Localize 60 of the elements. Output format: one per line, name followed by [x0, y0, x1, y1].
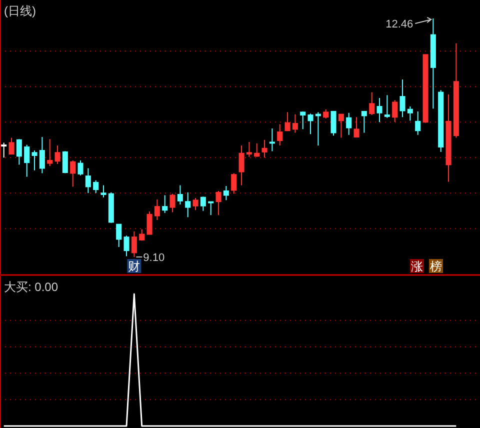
candlestick	[93, 180, 99, 194]
candlestick	[361, 110, 367, 134]
candlestick	[284, 112, 290, 132]
candlestick	[384, 94, 390, 118]
candlestick	[1, 142, 7, 158]
candlestick	[185, 192, 191, 218]
candlestick	[338, 114, 344, 138]
candlestick	[154, 198, 160, 221]
candlestick	[170, 193, 176, 213]
candlestick	[8, 137, 14, 155]
candlestick	[346, 112, 352, 136]
candlestick	[32, 150, 38, 171]
candlestick	[300, 110, 306, 130]
candlestick	[16, 138, 22, 166]
candlestick	[162, 194, 168, 214]
candlestick	[62, 150, 68, 174]
candlestick	[208, 201, 214, 216]
candlestick	[400, 79, 406, 118]
candlestick	[369, 92, 375, 116]
annotation: 9.10	[143, 252, 165, 264]
candlestick	[292, 114, 298, 134]
annotation: 榜	[430, 260, 442, 274]
candlestick	[231, 172, 237, 194]
candlestick	[85, 168, 91, 194]
candlestick	[70, 160, 76, 188]
candlestick	[177, 184, 183, 205]
candlestick	[354, 116, 360, 138]
candlestick	[216, 190, 222, 216]
candlestick	[238, 145, 244, 186]
chart-title: (日线)	[4, 4, 36, 18]
candlestick	[262, 139, 268, 158]
candlestick	[54, 145, 60, 164]
candlestick	[24, 144, 30, 178]
candlestick	[146, 211, 152, 235]
candlestick	[392, 100, 398, 123]
candlestick	[124, 235, 130, 257]
candlestick	[131, 230, 137, 258]
candlestick	[200, 196, 206, 212]
candlestick	[315, 112, 321, 146]
candlestick	[192, 198, 198, 211]
candlestick	[39, 136, 45, 174]
candlestick	[100, 184, 106, 198]
annotation: 涨	[411, 260, 423, 274]
candlestick	[47, 138, 53, 167]
annotation: 财	[128, 260, 140, 274]
candlestick	[269, 128, 275, 152]
candlestick	[407, 106, 413, 122]
candlestick	[246, 141, 252, 158]
candlestick	[254, 142, 260, 158]
candlestick	[277, 124, 283, 146]
candlestick	[116, 224, 122, 248]
annotation: 12.46	[386, 18, 414, 30]
chart-title: 大买: 0.00	[4, 280, 58, 294]
candlestick	[223, 185, 229, 201]
candlestick	[415, 110, 421, 136]
candlestick	[330, 110, 336, 136]
candlestick	[308, 113, 314, 135]
candlestick	[78, 160, 84, 176]
candlestick	[376, 97, 382, 123]
candlestick	[323, 108, 329, 120]
